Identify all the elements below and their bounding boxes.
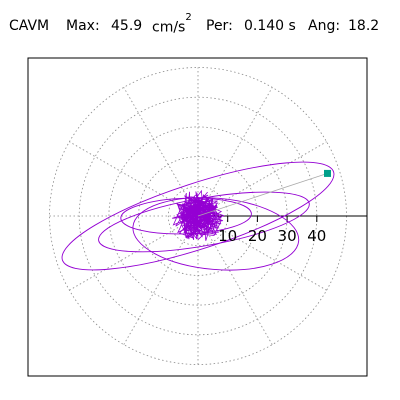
max-marker xyxy=(324,169,332,177)
peak-direction-line xyxy=(197,173,328,217)
radial-tick-labels: 10 20 30 40 xyxy=(218,227,326,245)
max-unit: cm/s2 xyxy=(152,12,192,36)
plot-frame xyxy=(27,57,368,377)
ang-value: 18.2 xyxy=(348,18,380,34)
ang-label: Ang: xyxy=(308,18,341,34)
radial-tick-label-3: 40 xyxy=(307,227,326,245)
chart-header: CAVM Max: 45.9 cm/s2 Per: 0.140 s Ang: 1… xyxy=(0,12,400,40)
radial-tick-label-1: 20 xyxy=(248,227,267,245)
per-label: Per: xyxy=(206,18,233,34)
radial-tick-label-0: 10 xyxy=(218,227,237,245)
max-unit-exponent: 2 xyxy=(185,12,192,23)
max-label: Max: xyxy=(66,18,100,34)
axes xyxy=(198,215,367,222)
orbit-trace xyxy=(61,161,335,271)
metric-label: CAVM xyxy=(9,18,50,34)
per-value: 0.140 s xyxy=(244,18,296,34)
radial-tick-label-2: 30 xyxy=(278,227,297,245)
max-value: 45.9 xyxy=(111,18,143,34)
orbit-loop-2 xyxy=(132,197,300,271)
orbit-center-scribble xyxy=(172,189,225,241)
orbit-loop-0 xyxy=(61,161,335,271)
